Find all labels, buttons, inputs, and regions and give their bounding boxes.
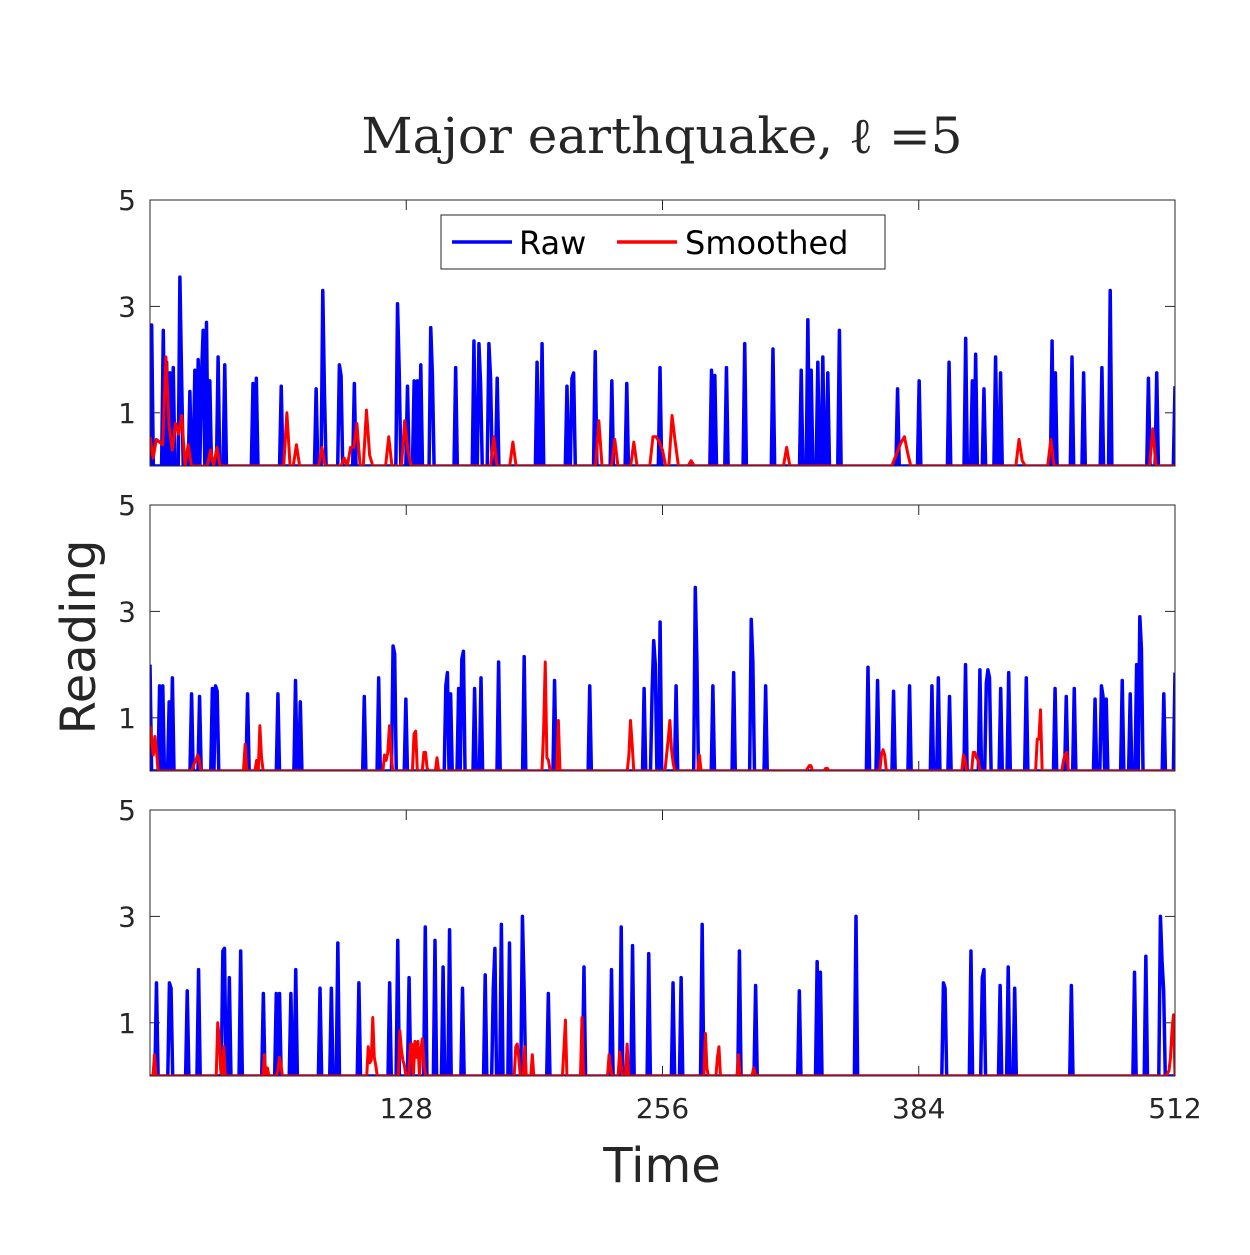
y-tick-label: 5 xyxy=(118,794,136,827)
legend-label-smoothed: Smoothed xyxy=(685,224,848,262)
x-tick-label: 128 xyxy=(380,1092,433,1125)
legend: Raw Smoothed xyxy=(440,214,886,270)
y-tick-label: 5 xyxy=(118,489,136,522)
series-group xyxy=(150,914,1175,1076)
panel-frame xyxy=(149,809,1176,1077)
y-tick-label: 3 xyxy=(118,595,136,628)
x-tick-label: 256 xyxy=(636,1092,689,1125)
series-line-raw xyxy=(150,914,1175,1076)
x-tick-label: 384 xyxy=(892,1092,945,1125)
x-tick-label: 512 xyxy=(1148,1092,1201,1125)
panel-2: 1 3 5 xyxy=(118,489,1176,772)
panel-background xyxy=(150,810,1175,1076)
panel-frame xyxy=(149,199,1176,467)
series-line-smoothed xyxy=(150,355,1175,466)
y-tick-label: 5 xyxy=(118,184,136,217)
x-axis-label: Time xyxy=(602,1138,720,1194)
series-group xyxy=(150,275,1175,466)
panels-group: 1 3 5 Raw Smoothed 1 3 5 1 3 5 128 256 384 512 xyxy=(118,184,1202,1125)
y-axis-label: Reading xyxy=(51,540,107,735)
y-tick-label: 3 xyxy=(118,290,136,323)
panel-frame xyxy=(149,504,1176,772)
panel-3: 1 3 5 128 256 384 512 xyxy=(118,794,1202,1125)
panel-1: 1 3 5 Raw Smoothed xyxy=(118,184,1176,467)
y-tick-label: 1 xyxy=(118,702,136,735)
chart-title: Major earthquake, ℓ =5 xyxy=(361,107,962,165)
legend-label-raw: Raw xyxy=(519,224,586,262)
y-tick-label: 1 xyxy=(118,397,136,430)
y-tick-label: 3 xyxy=(118,900,136,933)
y-tick-label: 1 xyxy=(118,1007,136,1040)
